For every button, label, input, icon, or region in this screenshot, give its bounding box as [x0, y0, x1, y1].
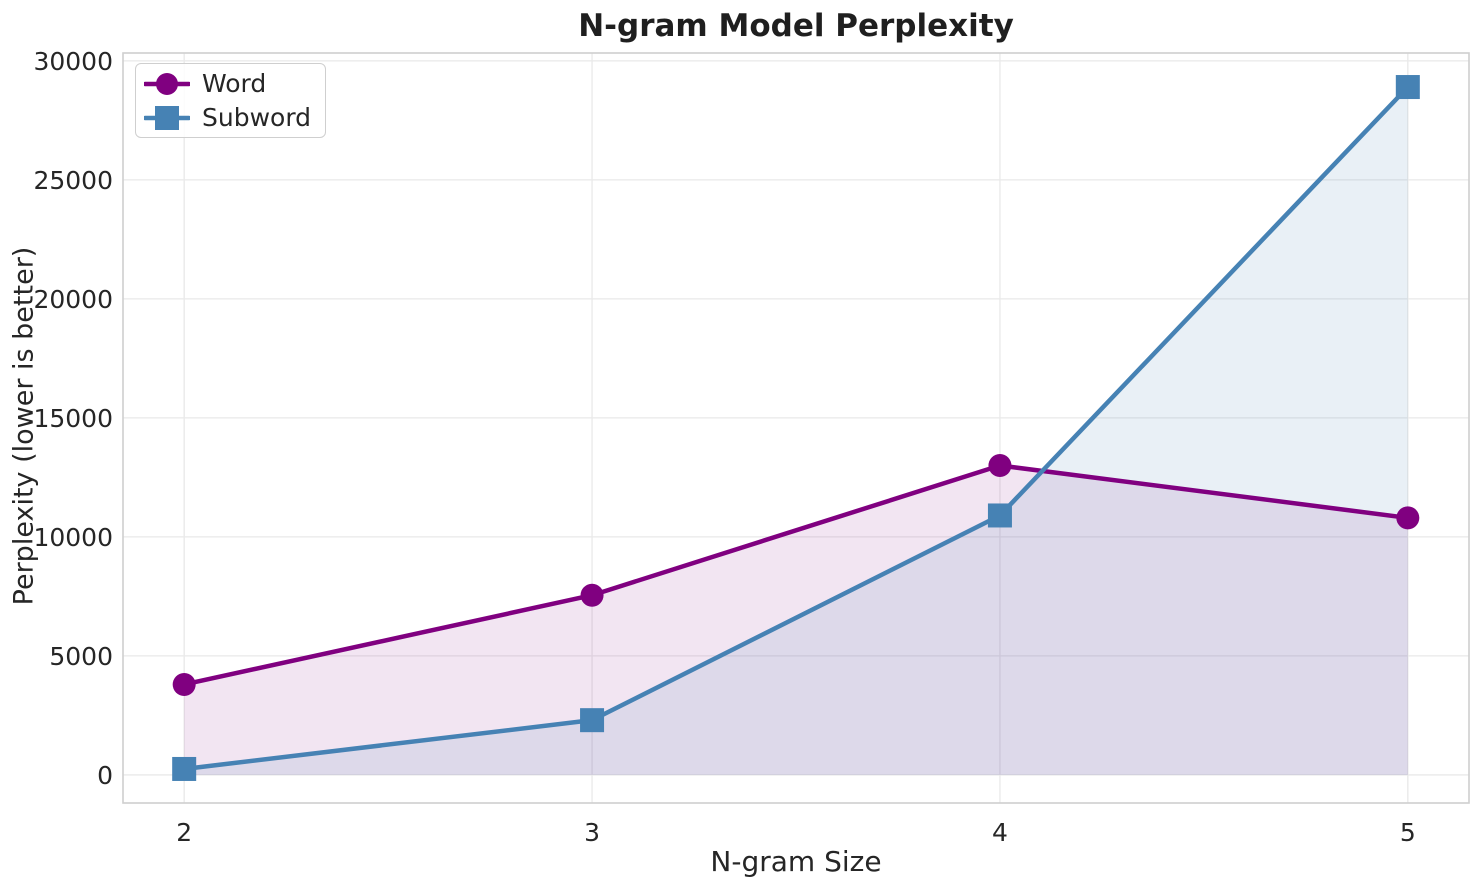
word-line [181, 463, 1411, 687]
legend: Word Subword [135, 63, 327, 138]
y-tick-label: 5000 [49, 642, 113, 671]
chart-title: N-gram Model Perplexity [578, 8, 1014, 44]
legend-item-label: Word [202, 69, 267, 98]
legend-marker-shape [156, 72, 178, 95]
x-tick-label: 2 [176, 818, 192, 847]
subword-marker-3 [580, 708, 605, 733]
y-tick-label: 15000 [33, 404, 113, 433]
subword-marker-2 [172, 756, 197, 781]
word-legend-marker-icon [144, 72, 190, 95]
y-tick-label: 25000 [33, 166, 113, 195]
legend-marker-shape [155, 105, 179, 130]
word-marker-5 [1396, 506, 1420, 530]
y-tick-label: 20000 [33, 285, 113, 314]
subword-legend-marker-icon [144, 105, 190, 130]
legend-item-subword: Subword [144, 101, 311, 134]
x-axis-label: N-gram Size [710, 845, 882, 878]
subword-marker-4 [987, 503, 1012, 528]
x-tick-label: 4 [992, 818, 1008, 847]
y-tick-label: 30000 [33, 47, 113, 76]
x-tick-label: 5 [1400, 818, 1416, 847]
y-axis-label: Perplexity (lower is better) [8, 246, 40, 606]
word-marker-4 [988, 453, 1012, 477]
word-marker-2 [172, 672, 196, 696]
word-marker-3 [580, 583, 604, 607]
y-tick-label: 0 [97, 761, 113, 790]
subword-area-fill [184, 87, 1408, 775]
axes-frame [122, 52, 1470, 804]
y-tick-label: 10000 [33, 523, 113, 552]
subword-line [181, 84, 1411, 772]
legend-item-label: Subword [202, 103, 312, 132]
legend-item-word: Word [144, 67, 311, 100]
x-tick-label: 3 [584, 818, 600, 847]
subword-marker-5 [1395, 75, 1420, 100]
